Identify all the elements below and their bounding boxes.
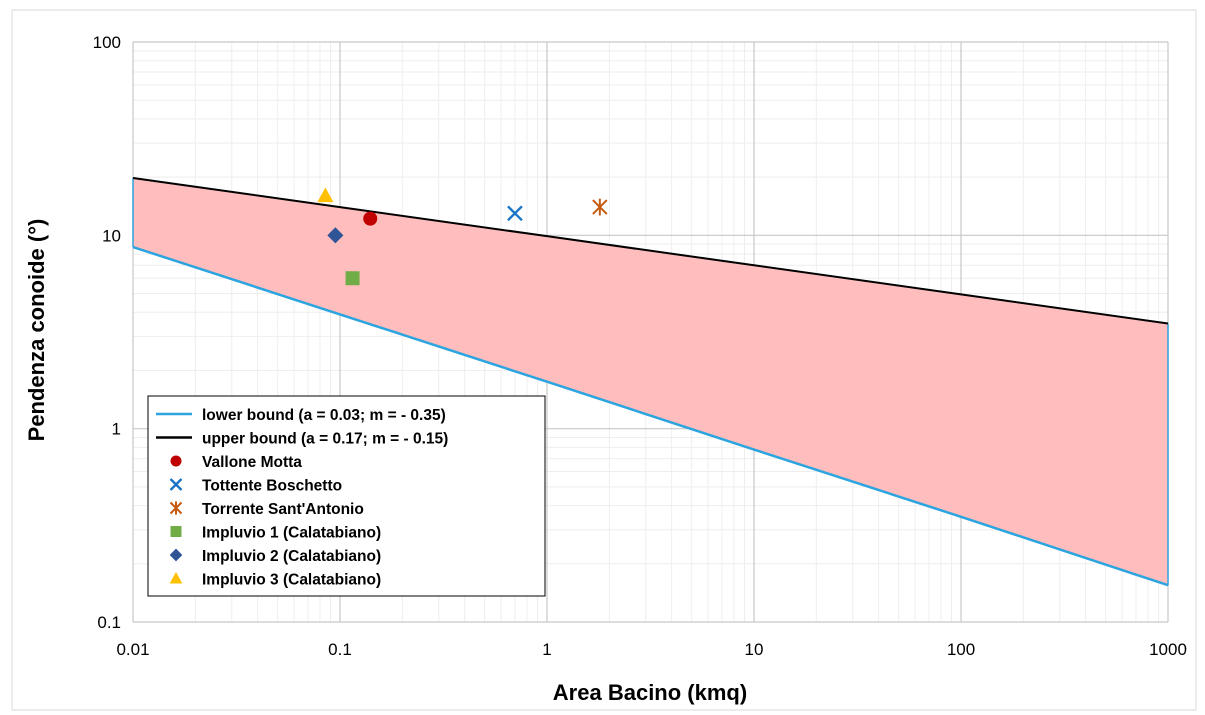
legend-label: Torrente Sant'Antonio (202, 501, 364, 518)
upper-bound-line (132, 176, 1169, 325)
legend-label: Impluvio 3 (Calatabiano) (202, 572, 381, 589)
legend-marker-swatch (170, 526, 182, 537)
legend-label: Impluvio 2 (Calatabiano) (202, 548, 381, 565)
data-point (327, 227, 344, 244)
legend-marker-swatch (170, 455, 182, 467)
chart-frame (11, 9, 1197, 711)
legend-label: Vallone Motta (202, 454, 302, 471)
marker-stroke (169, 478, 183, 491)
legend-box (147, 395, 546, 597)
x-tick-label: 0.01 (116, 640, 149, 659)
marker-stroke (507, 205, 523, 222)
y-axis-title: Pendenza conoide (°) (24, 219, 49, 442)
data-point (592, 198, 608, 216)
bound-band-area (133, 177, 1168, 586)
x-tick-label: 1000 (1149, 640, 1187, 659)
x-tick-label: 0.1 (328, 640, 352, 659)
legend-label: upper bound (a = 0.17; m = - 0.15) (202, 431, 448, 448)
legend: lower bound (a = 0.03; m = - 0.35) upper … (147, 395, 546, 597)
legend-label: Tottente Boschetto (202, 478, 342, 495)
data-point (363, 211, 378, 226)
legend-label: lower bound (a = 0.03; m = - 0.35) (202, 407, 446, 424)
legend-marker-swatch (169, 478, 183, 491)
lower-bound-line (132, 245, 1169, 587)
x-tick-label: 100 (947, 640, 975, 659)
x-axis-title: Area Bacino (kmq) (553, 680, 747, 705)
x-tick-label: 10 (745, 640, 764, 659)
x-tick-labels: 0.01 0.1 1 10 100 1000 (116, 640, 1186, 659)
legend-marker-swatch (169, 501, 183, 515)
y-tick-label: 1 (112, 420, 121, 439)
legend-marker-swatch (169, 548, 183, 562)
data-point (317, 187, 334, 203)
bound-band (133, 177, 1168, 586)
data-point (345, 271, 360, 286)
bound-lines (132, 176, 1169, 587)
y-tick-labels: 0.1 1 10 100 (93, 33, 121, 632)
x-tick-label: 1 (542, 640, 551, 659)
legend-label: Impluvio 1 (Calatabiano) (202, 525, 381, 542)
y-tick-label: 0.1 (97, 613, 121, 632)
y-tick-label: 100 (93, 33, 121, 52)
legend-marker-swatch (169, 571, 183, 584)
y-tick-label: 10 (102, 226, 121, 245)
data-markers (317, 187, 608, 286)
data-point (507, 205, 523, 222)
